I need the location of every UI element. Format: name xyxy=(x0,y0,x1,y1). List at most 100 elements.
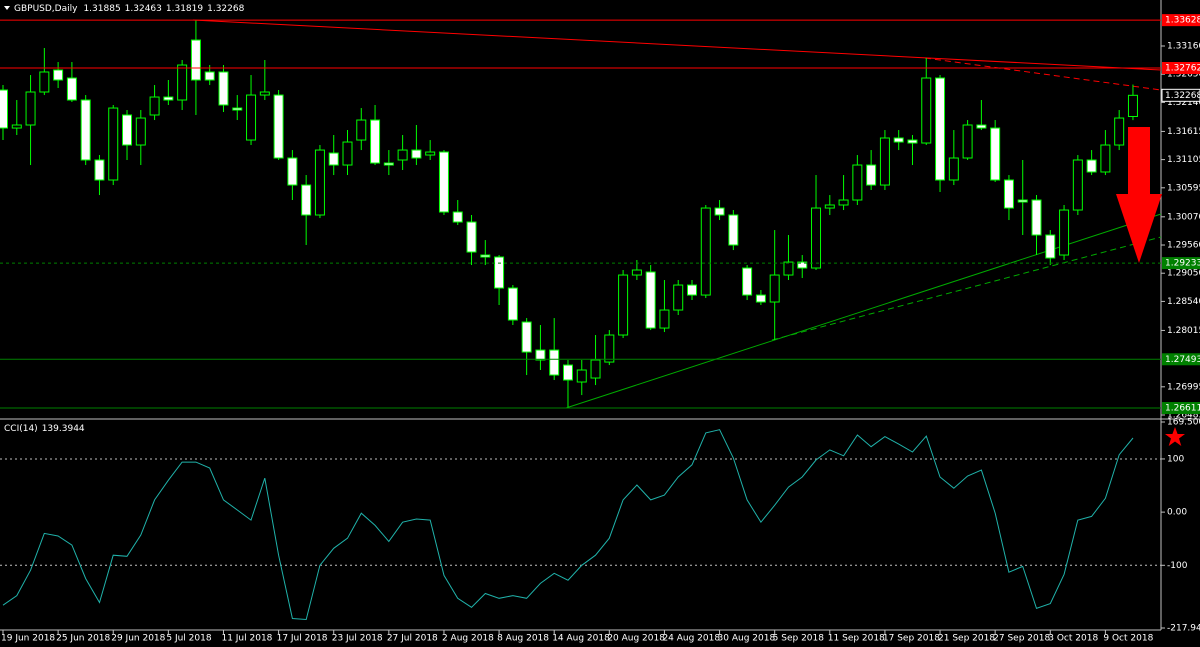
candle-body xyxy=(383,162,394,166)
x-tick-label: 25 Jun 2018 xyxy=(56,634,110,644)
candle-body xyxy=(1017,199,1028,203)
candle-body xyxy=(1086,159,1097,173)
menu-icon[interactable] xyxy=(4,6,10,10)
candle-body xyxy=(190,39,201,81)
candle-body xyxy=(907,139,918,144)
trend-line xyxy=(192,19,1162,71)
trend-line xyxy=(771,236,1162,341)
candle-body xyxy=(122,114,133,146)
y-tick-label: 1.30595 xyxy=(1167,183,1200,193)
x-tick-label: 24 Aug 2018 xyxy=(662,634,720,644)
candle-body xyxy=(411,149,422,159)
y-tick-label: 1.29560 xyxy=(1167,241,1200,251)
candle-body xyxy=(149,96,160,116)
candle-body xyxy=(287,157,298,186)
candle-body xyxy=(976,124,987,129)
candle-body xyxy=(590,359,601,379)
candle-body xyxy=(53,69,64,81)
candle-body xyxy=(80,99,91,161)
level-label: 1.27493 xyxy=(1165,355,1200,365)
y-tick-label: 1.30070 xyxy=(1167,212,1200,222)
level-label-box xyxy=(1162,402,1200,415)
level-label-box xyxy=(1162,257,1200,270)
candle-body xyxy=(645,271,656,329)
level-label-box xyxy=(1162,14,1200,27)
x-tick-label: 14 Aug 2018 xyxy=(552,634,610,644)
price-label-box xyxy=(1161,88,1200,102)
x-tick-label: 20 Aug 2018 xyxy=(607,634,665,644)
candle-body xyxy=(177,64,188,101)
candle-body xyxy=(990,127,1001,181)
candle-body xyxy=(1100,144,1111,173)
ohlc-open: 1.31885 xyxy=(83,4,120,14)
x-tick-label: 2 Aug 2018 xyxy=(442,634,494,644)
candle-body xyxy=(673,284,684,311)
y-tick-label: 100 xyxy=(1167,454,1184,464)
candle-body xyxy=(466,221,477,253)
candle-body xyxy=(1003,179,1014,209)
y-tick-label: 1.26995 xyxy=(1167,382,1200,392)
y-tick-label: 0.00 xyxy=(1167,508,1187,518)
candle-body xyxy=(425,151,436,156)
candle-body xyxy=(1031,199,1042,236)
indicator-value: 139.3944 xyxy=(42,424,85,434)
candle-body xyxy=(66,77,77,101)
candle-body xyxy=(25,91,36,126)
candle-body xyxy=(948,157,959,181)
x-tick-label: 17 Sep 2018 xyxy=(883,634,940,644)
y-tick-label: -217.9489 xyxy=(1167,624,1200,634)
marks: 1.33160 1.32650 1.32140 1.31615 1.31105 1.305… xyxy=(0,14,1200,644)
candle-body xyxy=(935,77,946,181)
candle-body xyxy=(852,164,863,201)
x-tick-label: 27 Sep 2018 xyxy=(993,634,1050,644)
candle-body xyxy=(549,349,560,376)
candle-body xyxy=(769,274,780,303)
level-label: 1.29233 xyxy=(1165,259,1200,269)
candle-body xyxy=(494,256,505,289)
indicator-header: CCI(14) 139.3944 xyxy=(4,424,85,434)
candle-body xyxy=(962,124,973,159)
candle-body xyxy=(452,211,463,223)
candle-body xyxy=(521,321,532,353)
candle-body xyxy=(824,204,835,209)
candle-body xyxy=(135,117,146,146)
candle-body xyxy=(163,96,174,101)
x-tick-label: 27 Jul 2018 xyxy=(387,634,438,644)
candle-body xyxy=(618,274,629,336)
candle-body xyxy=(204,71,215,81)
candle-body xyxy=(397,149,408,161)
y-tick-label: 1.28015 xyxy=(1167,326,1200,336)
candle-body xyxy=(1072,159,1083,211)
ohlc-low: 1.31819 xyxy=(166,4,203,14)
candle-body xyxy=(1114,117,1125,146)
candle-body xyxy=(232,107,243,111)
candle-body xyxy=(687,284,697,296)
x-tick-label: 11 Sep 2018 xyxy=(828,634,885,644)
candle-body xyxy=(783,261,794,276)
candle-body xyxy=(604,334,615,363)
candle-body xyxy=(535,349,546,361)
candle-body xyxy=(714,207,725,216)
candle-body xyxy=(273,94,284,159)
y-tick-label: 1.31105 xyxy=(1167,155,1200,165)
candle-body xyxy=(218,71,229,106)
y-tick-label: 1.29050 xyxy=(1167,269,1200,279)
candle-body xyxy=(342,141,353,166)
candle-body xyxy=(94,159,105,181)
x-tick-label: 5 Jul 2018 xyxy=(166,634,211,644)
x-tick-label: 8 Aug 2018 xyxy=(497,634,549,644)
y-tick-label: 1.32650 xyxy=(1167,70,1200,80)
y-tick-label: 169.5009 xyxy=(1167,418,1200,428)
candle-body xyxy=(314,149,325,216)
candle-body xyxy=(356,119,367,141)
candle-body xyxy=(838,199,849,206)
y-tick-label: 1.31615 xyxy=(1167,127,1200,137)
y-tick-label: 1.26485 xyxy=(1167,411,1200,421)
candle-body xyxy=(39,71,50,93)
arrow-shaft xyxy=(1128,127,1150,195)
indicator-line xyxy=(2,429,1134,621)
level-label: 1.33628 xyxy=(1165,16,1200,26)
